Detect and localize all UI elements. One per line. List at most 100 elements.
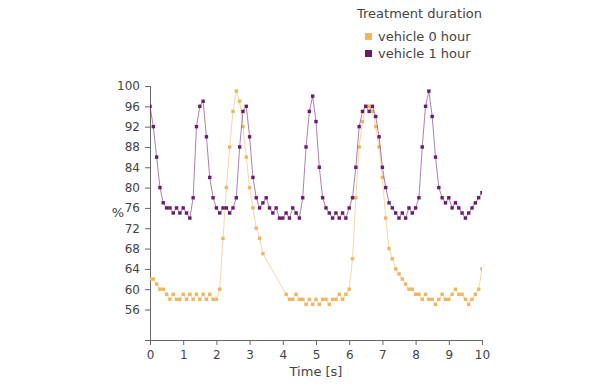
data-point bbox=[208, 293, 211, 296]
data-point bbox=[384, 186, 387, 189]
data-point bbox=[401, 211, 404, 214]
data-point bbox=[348, 288, 351, 291]
data-point bbox=[288, 298, 291, 301]
data-point bbox=[178, 298, 181, 301]
data-point bbox=[427, 298, 430, 301]
data-point bbox=[324, 298, 327, 301]
data-point bbox=[444, 298, 447, 301]
data-point bbox=[191, 298, 194, 301]
data-point bbox=[258, 237, 261, 240]
data-point bbox=[188, 293, 191, 296]
series-line bbox=[150, 91, 482, 304]
data-point bbox=[162, 288, 165, 291]
tick-label: 92 bbox=[125, 120, 140, 134]
data-point bbox=[291, 298, 294, 301]
data-point bbox=[421, 298, 424, 301]
tick-mark bbox=[183, 340, 184, 345]
tick: 100 bbox=[117, 79, 150, 93]
data-point bbox=[228, 145, 231, 148]
tick-label: 0 bbox=[147, 348, 155, 362]
data-point bbox=[251, 176, 254, 179]
tick: 96 bbox=[125, 100, 150, 114]
data-point bbox=[298, 216, 301, 219]
data-point bbox=[384, 216, 387, 219]
tick-mark bbox=[283, 340, 284, 345]
data-point bbox=[321, 298, 324, 301]
tick: 88 bbox=[125, 140, 150, 154]
tick: 5 bbox=[313, 340, 321, 362]
data-point bbox=[387, 201, 390, 204]
tick-label: 64 bbox=[125, 262, 140, 276]
data-point bbox=[470, 206, 473, 209]
tick-label: 76 bbox=[125, 201, 140, 215]
data-point bbox=[218, 288, 221, 291]
data-point bbox=[328, 211, 331, 214]
data-point bbox=[338, 216, 341, 219]
data-point bbox=[351, 196, 354, 199]
tick-label: 80 bbox=[125, 181, 140, 195]
tick: 68 bbox=[125, 242, 150, 256]
data-point bbox=[354, 196, 357, 199]
data-point bbox=[454, 288, 457, 291]
data-point bbox=[168, 298, 171, 301]
tick-mark bbox=[145, 269, 150, 270]
series bbox=[150, 89, 482, 306]
data-point bbox=[201, 293, 204, 296]
data-point bbox=[417, 196, 420, 199]
data-point bbox=[367, 110, 370, 113]
tick-label: 88 bbox=[125, 140, 140, 154]
data-point bbox=[205, 298, 208, 301]
data-point bbox=[431, 298, 434, 301]
data-point bbox=[274, 206, 277, 209]
data-point bbox=[215, 298, 218, 301]
data-point bbox=[344, 293, 347, 296]
legend: Treatment durationvehicle 0 hourvehicle … bbox=[356, 6, 482, 61]
tick: 10 bbox=[475, 340, 490, 362]
data-point bbox=[411, 288, 414, 291]
data-point bbox=[434, 303, 437, 306]
legend-title: Treatment duration bbox=[356, 6, 482, 21]
x-axis-title: Time [s] bbox=[289, 364, 343, 379]
tick-label: 84 bbox=[125, 161, 140, 175]
data-point bbox=[414, 206, 417, 209]
data-point bbox=[248, 186, 251, 189]
data-point bbox=[304, 145, 307, 148]
data-point bbox=[288, 216, 291, 219]
data-point bbox=[251, 206, 254, 209]
tick: 84 bbox=[125, 161, 150, 175]
data-point bbox=[185, 211, 188, 214]
data-point bbox=[301, 196, 304, 199]
data-point bbox=[268, 206, 271, 209]
tick-mark bbox=[145, 167, 150, 168]
data-point bbox=[424, 293, 427, 296]
tick: 72 bbox=[125, 222, 150, 236]
tick-mark bbox=[145, 249, 150, 250]
data-point bbox=[158, 288, 161, 291]
tick: 56 bbox=[125, 303, 150, 317]
tick: 3 bbox=[246, 340, 254, 362]
data-point bbox=[470, 298, 473, 301]
data-point bbox=[241, 110, 244, 113]
data-point bbox=[211, 196, 214, 199]
data-point bbox=[321, 196, 324, 199]
data-point bbox=[404, 216, 407, 219]
tick-mark bbox=[482, 340, 483, 345]
tick-label: 1 bbox=[180, 348, 188, 362]
data-point bbox=[417, 293, 420, 296]
data-point bbox=[235, 89, 238, 92]
data-point bbox=[172, 293, 175, 296]
data-point bbox=[245, 105, 248, 108]
data-point bbox=[437, 186, 440, 189]
data-point bbox=[162, 201, 165, 204]
data-point bbox=[198, 105, 201, 108]
data-point bbox=[351, 257, 354, 260]
data-point bbox=[397, 216, 400, 219]
tick-mark bbox=[216, 340, 217, 345]
data-point bbox=[467, 303, 470, 306]
tick-label: 96 bbox=[125, 100, 140, 114]
data-point bbox=[318, 166, 321, 169]
data-point bbox=[308, 110, 311, 113]
tick: 60 bbox=[125, 283, 150, 297]
data-point bbox=[221, 206, 224, 209]
data-point bbox=[188, 216, 191, 219]
